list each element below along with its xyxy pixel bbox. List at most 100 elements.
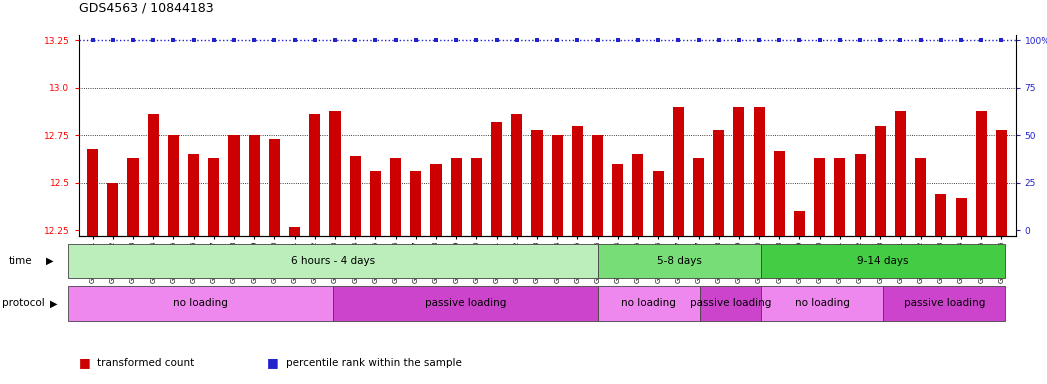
Bar — [754, 107, 764, 236]
Bar — [68, 286, 333, 321]
Bar — [391, 158, 401, 236]
Bar — [699, 286, 761, 321]
Point — [427, 37, 444, 43]
Bar — [228, 135, 240, 236]
Bar — [68, 244, 598, 278]
Bar — [915, 158, 927, 236]
Point — [609, 37, 626, 43]
Bar — [713, 130, 725, 236]
Point — [892, 37, 909, 43]
Bar — [208, 158, 220, 236]
Point — [751, 37, 767, 43]
Point — [710, 37, 727, 43]
Text: passive loading: passive loading — [425, 298, 507, 308]
Point — [811, 37, 828, 43]
Point — [993, 37, 1009, 43]
Bar — [895, 111, 906, 236]
Text: passive loading: passive loading — [904, 298, 985, 308]
Point — [448, 37, 465, 43]
Bar — [269, 139, 280, 236]
Text: ▶: ▶ — [50, 298, 58, 308]
Bar — [532, 130, 542, 236]
Point — [488, 37, 505, 43]
Bar — [884, 286, 1005, 321]
Bar — [935, 194, 946, 236]
Bar — [188, 154, 199, 236]
Point — [569, 37, 585, 43]
Point — [973, 37, 989, 43]
Point — [792, 37, 808, 43]
Bar — [249, 135, 260, 236]
Bar — [333, 286, 598, 321]
Bar — [370, 172, 381, 236]
Point — [650, 37, 667, 43]
Bar — [511, 114, 522, 236]
Bar — [148, 114, 159, 236]
Bar — [794, 212, 805, 236]
Point — [872, 37, 889, 43]
Bar — [733, 107, 744, 236]
Bar — [612, 164, 623, 236]
Bar — [652, 172, 664, 236]
Text: ■: ■ — [267, 356, 283, 369]
Point — [549, 37, 565, 43]
Bar — [598, 286, 699, 321]
Bar — [976, 111, 987, 236]
Text: no loading: no loading — [622, 298, 676, 308]
Point — [468, 37, 485, 43]
Text: ■: ■ — [79, 356, 94, 369]
Bar — [309, 114, 320, 236]
Point — [933, 37, 950, 43]
Text: percentile rank within the sample: percentile rank within the sample — [286, 358, 462, 368]
Bar — [491, 122, 503, 236]
Bar — [815, 158, 825, 236]
Point — [529, 37, 545, 43]
Point — [144, 37, 161, 43]
Text: passive loading: passive loading — [690, 298, 771, 308]
Bar — [996, 130, 1007, 236]
Bar — [572, 126, 583, 236]
Bar — [761, 286, 884, 321]
Bar — [592, 135, 603, 236]
Point — [307, 37, 324, 43]
Point — [85, 37, 102, 43]
Bar — [350, 156, 361, 236]
Point — [912, 37, 929, 43]
Point — [266, 37, 283, 43]
Point — [851, 37, 868, 43]
Bar — [774, 151, 785, 236]
Text: 5-8 days: 5-8 days — [658, 256, 701, 266]
Point — [387, 37, 404, 43]
Point — [953, 37, 970, 43]
Point — [831, 37, 848, 43]
Bar — [450, 158, 462, 236]
Point — [347, 37, 363, 43]
Point — [165, 37, 182, 43]
Text: no loading: no loading — [174, 298, 228, 308]
Point — [771, 37, 787, 43]
Point — [125, 37, 141, 43]
Text: protocol: protocol — [2, 298, 45, 308]
Bar — [874, 126, 886, 236]
Bar — [834, 158, 845, 236]
Bar — [693, 158, 704, 236]
Bar — [471, 158, 482, 236]
Text: no loading: no loading — [795, 298, 849, 308]
Point — [589, 37, 606, 43]
Point — [629, 37, 646, 43]
Bar — [632, 154, 644, 236]
Bar — [552, 135, 562, 236]
Text: 6 hours - 4 days: 6 hours - 4 days — [291, 256, 375, 266]
Point — [731, 37, 748, 43]
Point — [185, 37, 202, 43]
Point — [690, 37, 707, 43]
Text: GDS4563 / 10844183: GDS4563 / 10844183 — [79, 2, 214, 15]
Bar — [168, 135, 179, 236]
Text: transformed count: transformed count — [97, 358, 195, 368]
Bar — [410, 172, 421, 236]
Point — [105, 37, 121, 43]
Point — [327, 37, 343, 43]
Point — [205, 37, 222, 43]
Text: time: time — [8, 256, 32, 266]
Bar — [598, 244, 761, 278]
